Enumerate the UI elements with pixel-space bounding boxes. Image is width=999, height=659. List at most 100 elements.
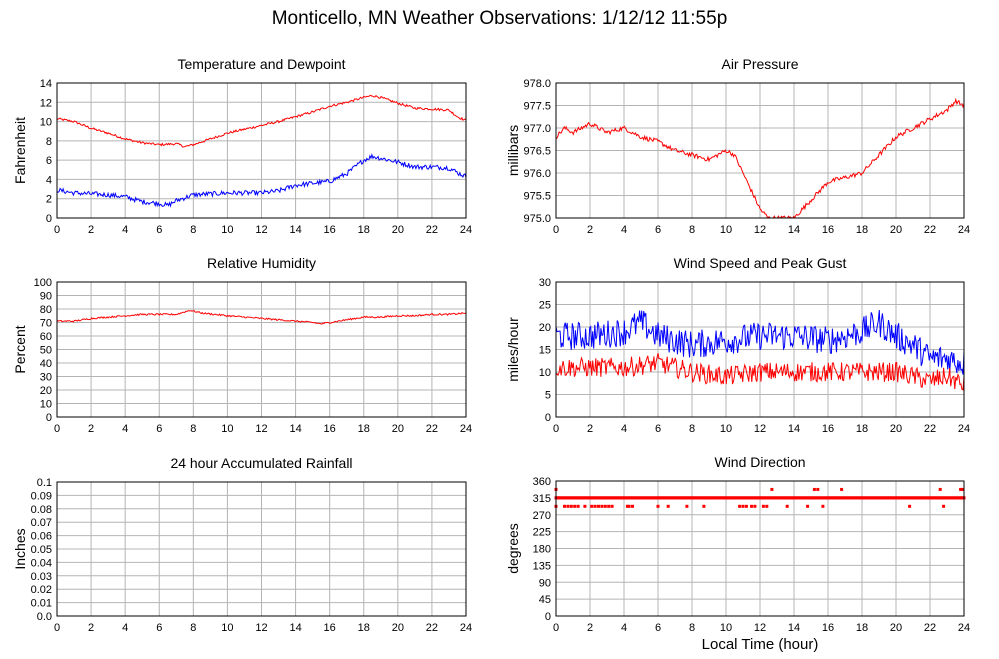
y-tick-label: 40 [40,358,52,370]
x-tick-label: 2 [587,423,593,435]
data-point [593,504,597,508]
x-tick-label: 16 [324,622,336,634]
data-point [603,504,607,508]
y-tick-label: 0.05 [31,544,52,556]
x-tick-label: 20 [392,224,404,236]
x-tick-label: 0 [553,423,559,435]
x-tick-label: 22 [426,423,438,435]
data-point [656,504,660,508]
data-point [908,504,912,508]
y-tick-label: 0.03 [31,571,52,583]
y-tick-label: 0 [46,412,52,424]
data-point [785,504,789,508]
data-point [600,504,604,508]
x-tick-label: 22 [426,224,438,236]
y-tick-label: 4 [46,174,52,186]
data-point [812,487,816,491]
data-point [744,504,748,508]
x-tick-label: 14 [289,622,301,634]
x-tick-label: 6 [156,224,162,236]
x-tick-label: 0 [54,224,60,236]
y-tick-label: 80 [40,304,52,316]
x-tick-label: 10 [221,622,233,634]
y-tick-label: 360 [533,476,551,488]
x-tick-label: 4 [122,423,128,435]
y-tick-label: 0.09 [31,490,52,502]
x-tick-label: 18 [856,423,868,435]
data-point [666,504,670,508]
x-tick-label: 16 [324,224,336,236]
x-tick-label: 2 [587,224,593,236]
x-tick-label: 10 [720,224,732,236]
chart-title: Temperature and Dewpoint [177,56,345,72]
data-point [753,504,757,508]
x-tick-label: 8 [689,423,695,435]
y-tick-label: 0.04 [31,557,52,569]
y-tick-label: 270 [533,510,551,522]
x-tick-label: 6 [655,224,661,236]
y-tick-label: 25 [539,300,551,312]
data-point [566,504,570,508]
chart-title: Air Pressure [721,56,798,72]
x-tick-label: 2 [88,622,94,634]
plot-frame [555,480,965,617]
y-tick-label: 50 [40,345,52,357]
y-tick-label: 8 [46,136,52,148]
y-tick-label: 976.0 [523,168,551,180]
data-point [840,487,844,491]
chart-title: 24 hour Accumulated Rainfall [170,455,352,471]
y-tick-label: 12 [40,97,52,109]
chart-title: Wind Speed and Peak Gust [674,255,847,271]
x-tick-label: 8 [190,423,196,435]
y-tick-label: 5 [545,390,551,402]
y-tick-label: 0.07 [31,517,52,529]
data-point [625,504,629,508]
data-point [960,487,964,491]
x-tick-label: 4 [621,622,627,634]
y-tick-label: 15 [539,345,551,357]
x-tick-label: 18 [856,224,868,236]
plot-frame [56,481,467,617]
data-point [573,504,577,508]
series-line-1 [56,94,467,148]
x-tick-label: 16 [822,224,834,236]
x-tick-label: 2 [88,423,94,435]
data-point [738,504,742,508]
x-tick-label: 24 [460,423,472,435]
x-tick-label: 18 [358,423,370,435]
y-tick-label: 60 [40,331,52,343]
data-point [610,504,614,508]
y-tick-label: 10 [539,367,551,379]
x-tick-label: 22 [426,622,438,634]
x-tick-label: 22 [924,224,936,236]
y-tick-label: 90 [539,577,551,589]
y-tick-label: 6 [46,155,52,167]
y-tick-label: 90 [40,291,52,303]
x-tick-label: 0 [54,423,60,435]
y-axis-label: Percent [12,325,28,373]
x-tick-label: 16 [324,423,336,435]
y-tick-label: 0.02 [31,584,52,596]
series-line-2 [555,353,965,391]
data-point [942,504,946,508]
plot-frame [56,82,467,219]
y-tick-label: 0.0 [37,611,52,623]
y-tick-label: 0 [545,611,551,623]
data-point [806,504,810,508]
y-tick-label: 0 [545,412,551,424]
x-tick-label: 10 [221,423,233,435]
x-tick-label: 20 [890,423,902,435]
plot-frame [555,281,965,418]
x-tick-label: 12 [754,224,766,236]
x-tick-label: 24 [460,622,472,634]
x-tick-label: 12 [255,622,267,634]
x-tick-label: 16 [822,423,834,435]
x-tick-label: 6 [156,622,162,634]
y-axis-label: degrees [505,523,521,574]
plot-frame [56,281,467,418]
x-tick-label: 0 [553,622,559,634]
